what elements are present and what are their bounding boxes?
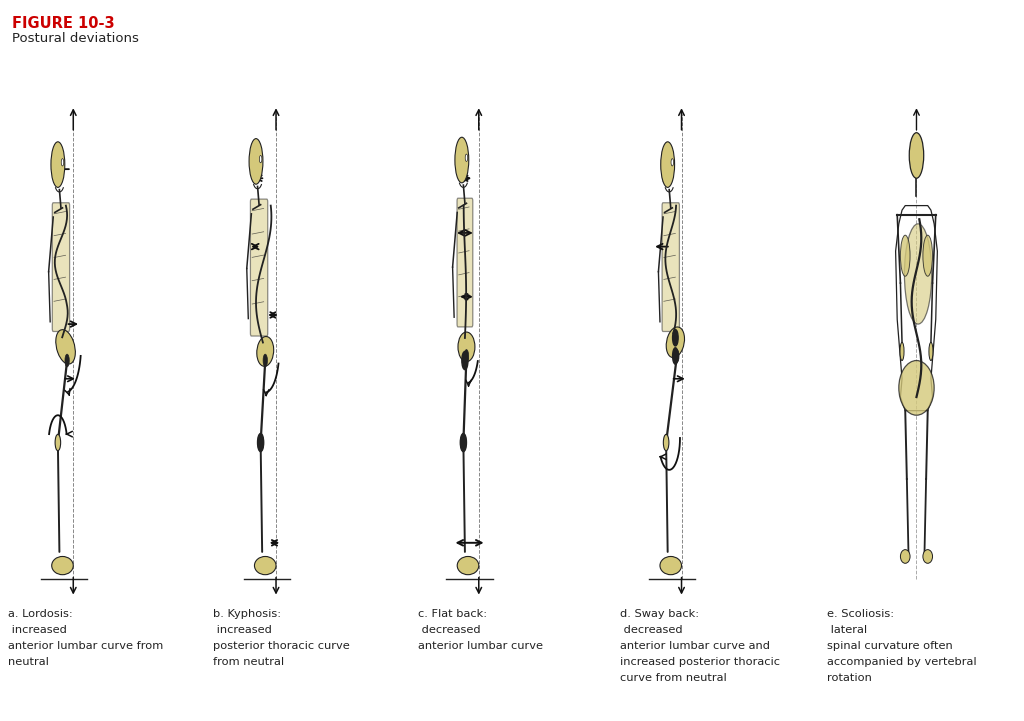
Ellipse shape xyxy=(51,557,74,575)
Circle shape xyxy=(55,434,60,451)
FancyBboxPatch shape xyxy=(251,199,267,336)
Text: increased posterior thoracic: increased posterior thoracic xyxy=(620,657,779,667)
Text: anterior lumbar curve and: anterior lumbar curve and xyxy=(620,641,769,651)
Circle shape xyxy=(671,159,674,166)
Circle shape xyxy=(673,329,678,346)
Circle shape xyxy=(465,154,468,162)
Text: b. Kyphosis:: b. Kyphosis: xyxy=(213,609,282,619)
Ellipse shape xyxy=(55,329,76,364)
Text: d. Sway back:: d. Sway back: xyxy=(620,609,698,619)
Ellipse shape xyxy=(909,133,924,178)
Ellipse shape xyxy=(51,142,65,187)
Text: increased: increased xyxy=(8,625,67,635)
Circle shape xyxy=(461,433,467,451)
Circle shape xyxy=(61,159,63,166)
Ellipse shape xyxy=(659,557,682,575)
Text: posterior thoracic curve: posterior thoracic curve xyxy=(213,641,350,651)
Ellipse shape xyxy=(923,549,933,563)
Ellipse shape xyxy=(249,138,263,184)
FancyBboxPatch shape xyxy=(663,203,679,332)
Text: Postural deviations: Postural deviations xyxy=(12,32,139,45)
Ellipse shape xyxy=(257,337,273,366)
Text: from neutral: from neutral xyxy=(213,657,284,667)
Circle shape xyxy=(461,434,466,451)
Circle shape xyxy=(664,434,669,451)
Circle shape xyxy=(258,433,264,451)
Text: anterior lumbar curve from: anterior lumbar curve from xyxy=(8,641,164,651)
Text: e. Scoliosis:: e. Scoliosis: xyxy=(827,609,895,619)
Ellipse shape xyxy=(660,142,675,187)
Ellipse shape xyxy=(667,327,684,358)
Text: neutral: neutral xyxy=(8,657,49,667)
Ellipse shape xyxy=(929,342,933,360)
FancyBboxPatch shape xyxy=(52,203,70,332)
Text: accompanied by vertebral: accompanied by vertebral xyxy=(827,657,977,667)
Circle shape xyxy=(258,434,263,451)
Text: a. Lordosis:: a. Lordosis: xyxy=(8,609,73,619)
Circle shape xyxy=(65,354,70,367)
Ellipse shape xyxy=(900,342,904,360)
Circle shape xyxy=(259,156,262,163)
Text: FIGURE 10-3: FIGURE 10-3 xyxy=(12,16,115,31)
Text: c. Flat back:: c. Flat back: xyxy=(418,609,487,619)
Text: increased: increased xyxy=(213,625,271,635)
Ellipse shape xyxy=(904,224,932,324)
Circle shape xyxy=(673,348,678,364)
Ellipse shape xyxy=(458,332,475,362)
Ellipse shape xyxy=(254,557,276,575)
Ellipse shape xyxy=(900,549,910,563)
Circle shape xyxy=(462,351,468,370)
Text: spinal curvature often: spinal curvature often xyxy=(827,641,953,651)
Ellipse shape xyxy=(900,235,910,276)
Ellipse shape xyxy=(455,137,469,183)
Circle shape xyxy=(263,354,267,367)
Text: curve from neutral: curve from neutral xyxy=(620,673,726,683)
Circle shape xyxy=(675,350,679,363)
Circle shape xyxy=(464,350,469,363)
Ellipse shape xyxy=(899,360,934,415)
Ellipse shape xyxy=(457,557,479,575)
Text: lateral: lateral xyxy=(827,625,867,635)
FancyBboxPatch shape xyxy=(457,198,473,327)
Ellipse shape xyxy=(923,235,933,276)
Text: anterior lumbar curve: anterior lumbar curve xyxy=(418,641,543,651)
Text: decreased: decreased xyxy=(620,625,682,635)
Text: rotation: rotation xyxy=(827,673,872,683)
Text: decreased: decreased xyxy=(418,625,480,635)
